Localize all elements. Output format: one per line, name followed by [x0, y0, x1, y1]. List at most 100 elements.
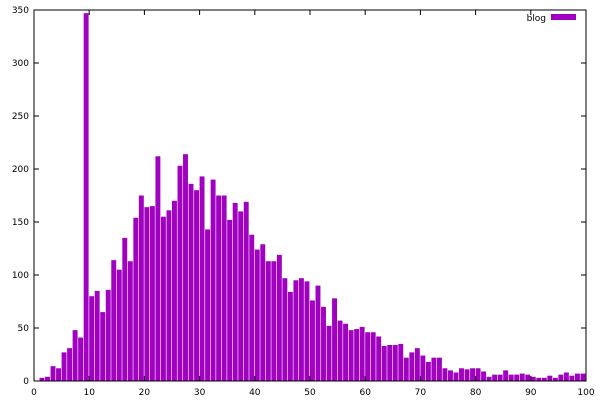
histogram-bar — [541, 377, 547, 381]
y-tick-label: 50 — [18, 324, 30, 334]
histogram-bar — [580, 373, 586, 381]
histogram-bar — [39, 377, 45, 381]
histogram-bar — [116, 269, 122, 381]
histogram-bar — [398, 343, 404, 381]
legend-label: blog — [527, 14, 546, 24]
histogram-bar — [425, 361, 431, 381]
y-tick-label: 0 — [23, 377, 29, 387]
histogram-bar — [530, 376, 536, 381]
histogram-bar — [188, 183, 194, 381]
histogram-bar — [105, 289, 111, 381]
histogram-bar — [409, 352, 415, 381]
x-tick-label: 50 — [304, 388, 316, 398]
histogram-bar — [243, 201, 249, 381]
histogram-bar — [133, 217, 139, 381]
histogram-bar — [45, 376, 50, 381]
histogram-bar — [210, 179, 216, 381]
histogram-bar — [199, 176, 205, 381]
histogram-bar — [475, 368, 481, 381]
histogram-bar — [470, 368, 475, 381]
histogram-bar — [138, 195, 144, 381]
y-tick-label: 350 — [12, 6, 29, 16]
histogram-bar — [122, 237, 128, 381]
x-tick-label: 90 — [525, 388, 537, 398]
histogram-bar — [221, 195, 227, 381]
y-tick-label: 150 — [12, 218, 29, 228]
histogram-bar — [227, 219, 233, 381]
histogram-bar — [326, 325, 332, 381]
histogram-bar — [265, 261, 271, 381]
histogram-bar — [254, 249, 260, 381]
histogram-bar — [525, 374, 531, 381]
histogram-bar — [56, 368, 61, 381]
histogram-bar — [78, 337, 84, 381]
histogram-bar — [238, 211, 244, 381]
histogram-bar — [558, 374, 564, 381]
histogram-bar — [569, 375, 575, 381]
histogram-bar — [100, 312, 106, 381]
histogram-bar — [332, 298, 337, 381]
histogram-bar — [61, 352, 67, 381]
histogram-bar — [94, 290, 100, 381]
histogram-bar — [183, 154, 188, 381]
histogram-bar — [321, 306, 326, 381]
histogram-bar — [508, 374, 514, 381]
legend-swatch — [551, 14, 576, 20]
histogram-bar — [359, 326, 365, 381]
y-tick-label: 100 — [12, 271, 29, 281]
x-tick-label: 100 — [577, 388, 594, 398]
x-tick-label: 80 — [470, 388, 482, 398]
histogram-bar — [232, 202, 238, 381]
histogram-bar — [160, 216, 166, 381]
histogram-bar — [298, 278, 304, 381]
histogram-bar — [343, 323, 349, 381]
x-tick-label: 40 — [249, 388, 261, 398]
x-axis: 0 10 20 30 40 50 60 70 80 90 100 — [31, 10, 595, 398]
histogram-bar — [287, 291, 293, 381]
histogram-bar — [89, 296, 95, 381]
x-tick-label: 70 — [415, 388, 427, 398]
histogram-bar — [392, 344, 398, 381]
y-axis: 0 50 100 150 200 250 300 350 — [12, 6, 586, 387]
histogram-bar — [376, 336, 382, 381]
histogram-bar — [365, 332, 371, 381]
histogram-bar — [453, 372, 459, 381]
histogram-bar — [111, 260, 117, 381]
histogram-bar — [514, 374, 520, 381]
histogram-bar — [448, 370, 453, 381]
histogram-bar — [354, 329, 360, 381]
histogram-bar — [464, 369, 470, 381]
histogram-bar — [503, 370, 509, 381]
x-tick-label: 30 — [194, 388, 206, 398]
x-tick-label: 0 — [31, 388, 37, 398]
histogram-bar — [486, 376, 492, 381]
x-tick-label: 60 — [359, 388, 371, 398]
histogram-bar — [442, 368, 448, 381]
histogram-bar — [149, 206, 155, 381]
histogram-bar — [83, 13, 89, 382]
x-tick-label: 10 — [83, 388, 95, 398]
histogram-bar — [420, 355, 426, 381]
histogram-bar — [315, 285, 321, 381]
histogram-bar — [260, 244, 266, 381]
histogram-bar — [166, 210, 172, 381]
histogram-bar — [293, 280, 299, 381]
histogram-bar — [563, 372, 569, 381]
histogram-bar — [348, 330, 354, 381]
histogram-bar — [67, 348, 73, 381]
histogram-bar — [547, 375, 553, 381]
histogram-bar — [459, 368, 464, 381]
histogram-bar — [276, 254, 282, 381]
histogram-bar — [271, 261, 277, 381]
histogram-bar — [205, 229, 211, 381]
histogram-bar — [337, 320, 343, 381]
histogram-bar — [172, 200, 177, 381]
histogram-bar — [403, 357, 409, 381]
histogram-bar — [536, 377, 542, 381]
histogram-bar — [414, 348, 420, 381]
histogram-bar — [381, 346, 387, 381]
histogram-bar — [177, 165, 183, 381]
histogram-bar — [216, 195, 222, 381]
histogram-bar — [50, 366, 56, 381]
